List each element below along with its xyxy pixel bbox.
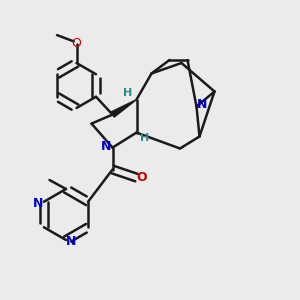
Text: H: H [140, 133, 149, 143]
Text: O: O [136, 171, 147, 184]
Text: N: N [197, 98, 207, 112]
Text: N: N [101, 140, 111, 154]
Text: N: N [66, 235, 76, 248]
Text: N: N [33, 197, 44, 210]
Text: O: O [72, 37, 81, 50]
Polygon shape [111, 100, 136, 117]
Text: H: H [124, 88, 133, 98]
